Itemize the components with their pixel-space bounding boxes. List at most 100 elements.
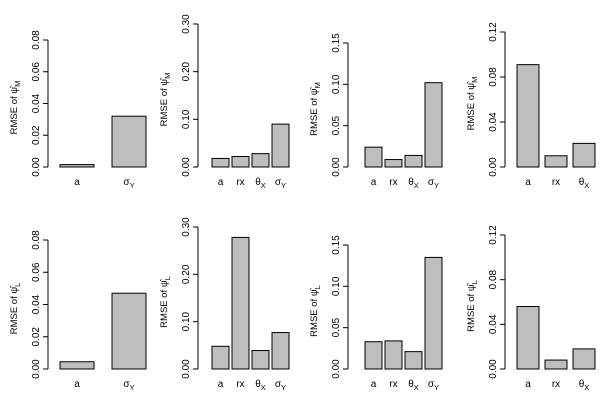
y-axis-title: RMSE of ψ̂L [466, 280, 479, 332]
bar-rx-1 [231, 236, 250, 370]
y-tick-label: 0.15 [331, 33, 342, 53]
chart-panel-4: 0.00 0.04 0.08 0.12 RMSE of ψ̂M a rx θX [466, 22, 596, 190]
y-tick-label: 0.04 [488, 314, 499, 334]
x-category-label: θX [255, 177, 266, 190]
bar-rx-1 [544, 155, 568, 168]
chart-panel-3: 0.00 0.05 0.10 0.15 RMSE of ψ̂M a rx θX σY [309, 33, 443, 190]
bar-a-0 [211, 157, 230, 168]
y-tick-label: 0.00 [488, 359, 499, 379]
y-tick-label: 0.04 [488, 112, 499, 132]
y-tick-label: 0.00 [331, 359, 342, 379]
y-axis-title: RMSE of ψ̂M [9, 81, 22, 135]
x-category-label: σY [428, 177, 439, 190]
x-category-label: a [525, 379, 531, 390]
y-tick-label: 0.20 [181, 61, 192, 81]
y-tick-label: 0.04 [31, 93, 42, 113]
bar-a-0 [364, 341, 383, 370]
y-tick-label: 0.00 [181, 157, 192, 177]
y-axis-title: RMSE of ψ̂M [159, 73, 172, 127]
y-tick-label: 0.30 [181, 217, 192, 237]
y-tick-label: 0.04 [31, 294, 42, 314]
y-tick-label: 0.05 [331, 317, 342, 337]
x-category-label: θX [579, 379, 590, 392]
x-category-label: σY [123, 177, 134, 190]
x-category-label: rx [236, 379, 244, 390]
y-tick-label: 0.10 [331, 276, 342, 296]
y-tick-label: 0.06 [31, 62, 42, 82]
bar-x-2 [251, 350, 270, 370]
bar-x-2 [572, 348, 596, 370]
y-tick-label: 0.12 [488, 22, 499, 42]
bar-x-2 [404, 154, 423, 168]
bar-y-3 [424, 256, 443, 370]
x-category-label: σY [275, 379, 286, 392]
x-category-label: rx [389, 177, 397, 188]
x-category-label: rx [552, 177, 560, 188]
x-category-label: θX [579, 177, 590, 190]
x-category-label: rx [236, 177, 244, 188]
y-axis-title: RMSE of ψ̂L [309, 285, 322, 337]
chart-panel-1: 0.00 0.02 0.04 0.06 0.08 RMSE of ψ̂M a σY [9, 30, 147, 190]
y-tick-label: 0.10 [181, 311, 192, 331]
y-axis-title: RMSE of ψ̂L [159, 276, 172, 328]
bar-a-0 [59, 361, 95, 370]
x-category-label: rx [389, 379, 397, 390]
y-tick-label: 0.06 [31, 262, 42, 282]
y-tick-label: 0.00 [31, 359, 42, 379]
y-tick-label: 0.30 [181, 14, 192, 34]
bar-y-3 [271, 332, 290, 370]
x-category-label: σY [275, 177, 286, 190]
y-axis-title: RMSE of ψ̂M [309, 82, 322, 136]
x-category-label: a [74, 379, 80, 390]
y-tick-label: 0.00 [488, 157, 499, 177]
y-tick-label: 0.02 [31, 125, 42, 145]
bar-y-3 [424, 82, 443, 168]
x-category-label: a [74, 177, 80, 188]
bar-a-0 [364, 146, 383, 168]
chart-panel-2: 0.00 0.10 0.20 0.30 RMSE of ψ̂M a rx θX σY [159, 14, 290, 190]
y-tick-label: 0.12 [488, 225, 499, 245]
y-tick-label: 0.08 [31, 230, 42, 250]
x-category-label: θX [408, 379, 419, 392]
bar-x-2 [251, 153, 270, 168]
bar-y-1 [111, 115, 147, 168]
y-tick-label: 0.10 [181, 109, 192, 129]
y-tick-label: 0.08 [488, 269, 499, 289]
x-category-label: σY [428, 379, 439, 392]
x-category-label: rx [552, 379, 560, 390]
y-tick-label: 0.00 [181, 359, 192, 379]
x-category-label: θX [408, 177, 419, 190]
y-tick-label: 0.05 [331, 115, 342, 135]
x-category-label: σY [123, 379, 134, 392]
x-category-label: θX [255, 379, 266, 392]
chart-panel-5: 0.00 0.02 0.04 0.06 0.08 RMSE of ψ̂L a σY [9, 230, 147, 392]
bar-rx-1 [231, 156, 250, 168]
y-tick-label: 0.08 [488, 67, 499, 87]
x-category-label: a [371, 379, 377, 390]
bar-a-0 [211, 345, 230, 370]
x-category-label: a [218, 177, 224, 188]
y-tick-label: 0.10 [331, 74, 342, 94]
x-category-label: a [218, 379, 224, 390]
chart-panel-7: 0.00 0.05 0.10 0.15 RMSE of ψ̂L a rx θX σY [309, 235, 443, 392]
bar-a-0 [59, 164, 95, 168]
bar-rx-1 [384, 340, 403, 370]
bar-a-0 [516, 305, 540, 370]
y-tick-label: 0.15 [331, 235, 342, 255]
bar-y-3 [271, 123, 290, 168]
bar-a-0 [516, 64, 540, 168]
chart-panel-6: 0.00 0.10 0.20 0.30 RMSE of ψ̂L a rx θX σY [159, 217, 290, 392]
y-tick-label: 0.20 [181, 264, 192, 284]
bar-rx-1 [544, 359, 568, 370]
y-tick-label: 0.00 [331, 157, 342, 177]
x-category-label: a [525, 177, 531, 188]
y-tick-label: 0.00 [31, 157, 42, 177]
bar-rx-1 [384, 159, 403, 168]
y-tick-label: 0.02 [31, 327, 42, 347]
x-category-label: a [371, 177, 377, 188]
y-axis-title: RMSE of ψ̂M [466, 77, 479, 131]
bar-y-1 [111, 292, 147, 370]
y-tick-label: 0.08 [31, 30, 42, 50]
y-axis-title: RMSE of ψ̂L [9, 283, 22, 335]
